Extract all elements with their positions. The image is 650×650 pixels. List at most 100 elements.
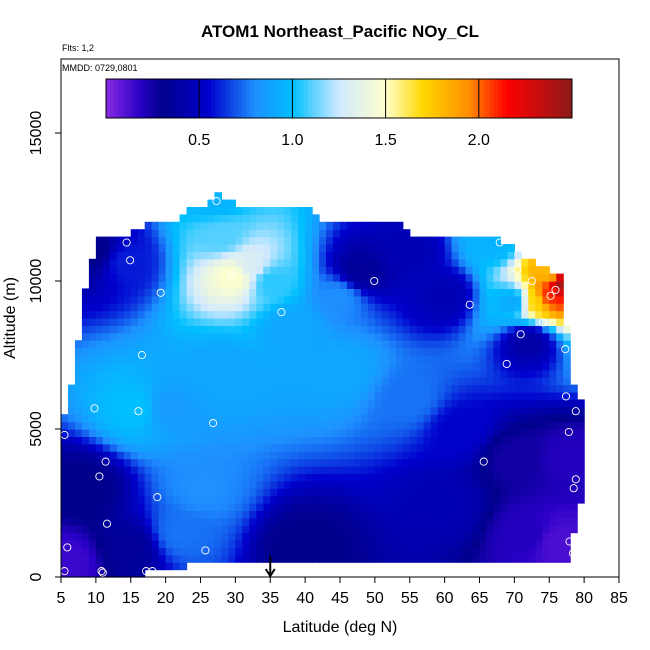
heatmap-cell (95, 503, 104, 511)
heatmap-cell (500, 355, 509, 363)
heatmap-cell (263, 510, 271, 519)
heatmap-cell (535, 281, 543, 289)
heatmap-cell (158, 466, 167, 474)
heatmap-cell (123, 436, 132, 445)
heatmap-cell (193, 355, 202, 363)
heatmap-cell (409, 347, 418, 356)
heatmap-cell (277, 547, 285, 556)
heatmap-cell (207, 540, 216, 548)
heatmap-cell (186, 466, 195, 474)
heatmap-cell (270, 288, 278, 297)
heatmap-cell (444, 554, 453, 563)
heatmap-cell (109, 488, 118, 497)
heatmap-cell (270, 347, 278, 356)
heatmap-cell (409, 540, 418, 548)
colorbar-segment (203, 79, 208, 118)
heatmap-cell (507, 525, 515, 534)
heatmap-cell (179, 480, 188, 489)
colorbar-segment (342, 79, 348, 118)
heatmap-cell (521, 436, 529, 445)
heatmap-cell (395, 236, 404, 245)
heatmap-cell (207, 406, 216, 415)
heatmap-cell (172, 525, 181, 534)
heatmap-cell (102, 392, 111, 400)
heatmap-cell (346, 554, 355, 563)
heatmap-cell (444, 532, 453, 541)
heatmap-cell (333, 244, 341, 252)
heatmap-cell (242, 458, 250, 467)
heatmap-cell (81, 347, 90, 356)
heatmap-cell (291, 554, 299, 563)
heatmap-cell (207, 214, 216, 223)
heatmap-cell (88, 495, 97, 504)
heatmap-cell (109, 251, 118, 260)
heatmap-cell (74, 451, 83, 460)
heatmap-cell (472, 273, 481, 282)
heatmap-cell (500, 266, 509, 275)
heatmap-cell (493, 347, 502, 356)
heatmap-cell (235, 221, 243, 230)
heatmap-cell (193, 414, 202, 423)
heatmap-cell (193, 236, 202, 245)
heatmap-cell (514, 251, 522, 260)
heatmap-cell (465, 273, 474, 282)
heatmap-cell (395, 384, 404, 393)
heatmap-cell (242, 429, 250, 437)
heatmap-cell (500, 406, 509, 415)
heatmap-cell (333, 540, 341, 548)
heatmap-cell (465, 473, 474, 482)
heatmap-cell (360, 281, 369, 289)
heatmap-cell (123, 480, 132, 489)
heatmap-cell (388, 362, 397, 371)
heatmap-cell (472, 362, 481, 371)
heatmap-cell (333, 229, 341, 238)
colorbar-segment (486, 79, 491, 118)
heatmap-cell (228, 554, 236, 563)
heatmap-cell (214, 199, 223, 208)
heatmap-cell (360, 303, 369, 312)
heatmap-cell (298, 540, 306, 548)
heatmap-cell (137, 466, 146, 474)
heatmap-cell (528, 540, 536, 548)
heatmap-cell (521, 362, 529, 371)
heatmap-cell (214, 451, 223, 460)
heatmap-cell (340, 392, 348, 400)
heatmap-cell (493, 355, 502, 363)
heatmap-cell (528, 436, 536, 445)
heatmap-cell (95, 236, 104, 245)
heatmap-cell (409, 532, 418, 541)
heatmap-cell (228, 273, 236, 282)
heatmap-cell (346, 458, 355, 467)
heatmap-cell (542, 414, 550, 423)
heatmap-cell (381, 532, 390, 541)
heatmap-cell (346, 488, 355, 497)
heatmap-cell (409, 443, 418, 452)
heatmap-cell (270, 547, 278, 556)
heatmap-cell (61, 532, 69, 541)
heatmap-cell (333, 281, 341, 289)
heatmap-cell (88, 488, 97, 497)
colorbar-segment (183, 79, 189, 118)
heatmap-cell (221, 466, 229, 474)
heatmap-cell (528, 325, 536, 334)
heatmap-cell (486, 414, 495, 423)
heatmap-cell (451, 547, 460, 556)
heatmap-cell (353, 451, 362, 460)
heatmap-cell (451, 488, 460, 497)
heatmap-cell (367, 244, 376, 252)
heatmap-cell (242, 451, 250, 460)
heatmap-cell (67, 436, 76, 445)
heatmap-cell (193, 532, 202, 541)
heatmap-cell (102, 236, 111, 245)
heatmap-cell (81, 377, 90, 386)
colorbar-segment (505, 79, 511, 118)
heatmap-cell (200, 399, 209, 408)
heatmap-cell (242, 377, 250, 386)
heatmap-cell (388, 488, 397, 497)
colorbar-segment (339, 79, 344, 118)
heatmap-cell (500, 525, 509, 534)
heatmap-cell (563, 399, 571, 408)
colorbar-segment (272, 79, 278, 118)
heatmap-cell (521, 540, 529, 548)
heatmap-cell (340, 369, 348, 378)
